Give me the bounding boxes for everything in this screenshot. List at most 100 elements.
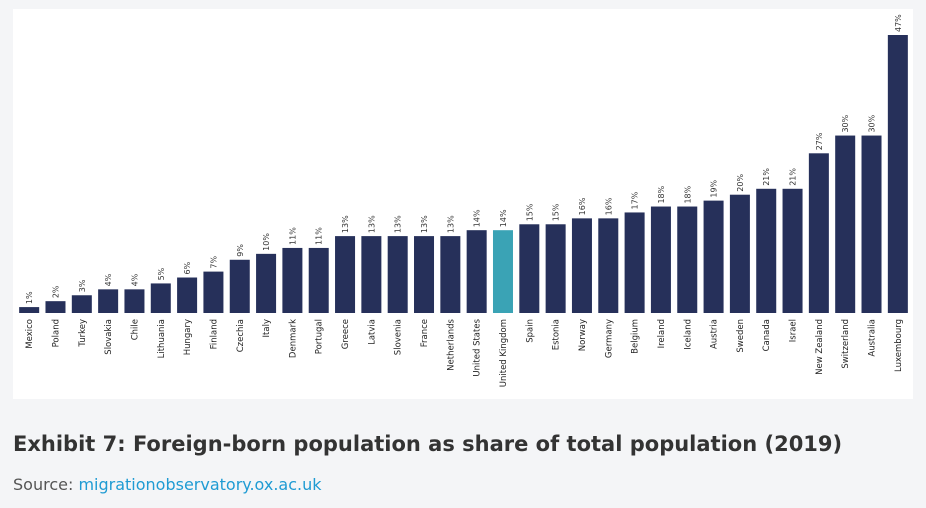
value-label-slovakia: 4% [104, 273, 113, 286]
category-labels-layer: Mexico Poland Turkey Slovakia Chile Lithuania… [25, 318, 904, 387]
value-labels-layer: 1% 2% 3% 4% 4% 5% 6% 7% 9% 10% 11% 11% 13% 13% 13% 13% 1… [25, 14, 903, 304]
source-line: Source: migrationobservatory.ox.ac.uk [13, 475, 322, 494]
category-label-estonia: Estonia [552, 319, 562, 350]
value-label-new-zealand: 27% [815, 132, 824, 150]
value-label-hungary: 6% [183, 261, 192, 274]
value-label-lithuania: 5% [157, 267, 166, 280]
chart-panel: 1% 2% 3% 4% 4% 5% 6% 7% 9% 10% 11% 11% 13% 13% 13% 13% 1… [13, 9, 913, 399]
category-label-slovakia: Slovakia [104, 319, 114, 355]
category-label-france: France [420, 319, 430, 347]
value-label-latvia: 13% [367, 215, 376, 233]
value-label-switzerland: 30% [841, 114, 850, 132]
value-label-czechia: 9% [236, 244, 245, 257]
value-label-netherlands: 13% [446, 215, 455, 233]
category-label-sweden: Sweden [736, 319, 746, 353]
bar-united-kingdom [492, 230, 513, 313]
category-label-hungary: Hungary [183, 319, 193, 355]
bar-greece [335, 236, 356, 313]
category-label-israel: Israel [789, 319, 799, 342]
source-link[interactable]: migrationobservatory.ox.ac.uk [78, 475, 322, 494]
category-label-austria: Austria [710, 319, 720, 349]
category-label-lithuania: Lithuania [157, 319, 167, 358]
value-label-austria: 19% [710, 179, 719, 197]
bar-ireland [650, 206, 671, 313]
category-label-australia: Australia [868, 319, 878, 357]
value-label-australia: 30% [868, 114, 877, 132]
bar-czechia [229, 259, 250, 313]
category-label-latvia: Latvia [367, 319, 377, 345]
value-label-sweden: 20% [736, 174, 745, 192]
bar-hungary [177, 277, 198, 313]
bar-germany [598, 218, 619, 313]
category-label-denmark: Denmark [288, 319, 298, 358]
value-label-slovenia: 13% [394, 215, 403, 233]
value-label-chile: 4% [130, 273, 139, 286]
bar-switzerland [835, 135, 856, 313]
bar-spain [519, 224, 540, 313]
bar-chart: 1% 2% 3% 4% 4% 5% 6% 7% 9% 10% 11% 11% 13% 13% 13% 13% 1… [19, 14, 908, 387]
value-label-denmark: 11% [288, 227, 297, 245]
bar-slovakia [98, 289, 119, 313]
category-label-greece: Greece [341, 319, 351, 349]
bar-belgium [624, 212, 645, 313]
bar-austria [703, 200, 724, 313]
category-label-turkey: Turkey [78, 319, 88, 348]
bar-chile [124, 289, 145, 313]
category-label-finland: Finland [209, 319, 219, 349]
bar-mexico [19, 307, 40, 313]
bar-new-zealand [808, 153, 829, 313]
value-label-italy: 10% [262, 233, 271, 251]
bar-denmark [282, 247, 303, 313]
value-label-spain: 15% [525, 203, 534, 221]
value-label-ireland: 18% [657, 185, 666, 203]
category-label-czechia: Czechia [236, 319, 246, 352]
category-label-new-zealand: New Zealand [815, 319, 825, 375]
value-label-iceland: 18% [683, 185, 692, 203]
source-prefix: Source: [13, 475, 79, 494]
value-label-canada: 21% [762, 168, 771, 186]
category-label-spain: Spain [525, 319, 535, 343]
category-label-united-kingdom: United Kingdom [499, 319, 509, 387]
value-label-luxembourg: 47% [894, 14, 903, 32]
category-label-portugal: Portugal [315, 319, 325, 354]
bar-israel [782, 188, 803, 313]
category-label-netherlands: Netherlands [446, 318, 456, 370]
category-label-canada: Canada [762, 319, 772, 351]
category-label-ireland: Ireland [657, 319, 667, 348]
value-label-united-kingdom: 14% [499, 209, 508, 227]
category-label-mexico: Mexico [25, 319, 35, 349]
category-label-switzerland: Switzerland [841, 319, 851, 369]
value-label-norway: 16% [578, 197, 587, 215]
category-label-chile: Chile [130, 319, 140, 340]
bar-norway [571, 218, 592, 313]
bar-italy [256, 253, 277, 313]
category-label-italy: Italy [262, 319, 272, 337]
bar-latvia [361, 236, 382, 313]
category-label-luxembourg: Luxembourg [894, 319, 904, 372]
bar-portugal [308, 247, 329, 313]
value-label-estonia: 15% [552, 203, 561, 221]
bar-sweden [729, 194, 750, 313]
category-label-iceland: Iceland [683, 319, 693, 350]
bar-luxembourg [887, 35, 908, 313]
value-label-greece: 13% [341, 215, 350, 233]
value-label-germany: 16% [604, 197, 613, 215]
value-label-france: 13% [420, 215, 429, 233]
value-label-belgium: 17% [631, 191, 640, 209]
value-label-finland: 7% [209, 256, 218, 269]
value-label-poland: 2% [51, 285, 60, 298]
bar-poland [45, 301, 66, 313]
value-label-portugal: 11% [315, 227, 324, 245]
category-label-slovenia: Slovenia [394, 319, 404, 355]
bar-turkey [71, 295, 92, 313]
value-label-israel: 21% [789, 168, 798, 186]
bar-australia [861, 135, 882, 313]
category-label-norway: Norway [578, 319, 588, 351]
bar-france [414, 236, 435, 313]
value-label-mexico: 1% [25, 291, 34, 304]
bars-layer [19, 35, 908, 313]
category-label-germany: Germany [604, 319, 614, 358]
value-label-united-states: 14% [473, 209, 482, 227]
category-label-belgium: Belgium [631, 319, 641, 354]
bar-iceland [677, 206, 698, 313]
